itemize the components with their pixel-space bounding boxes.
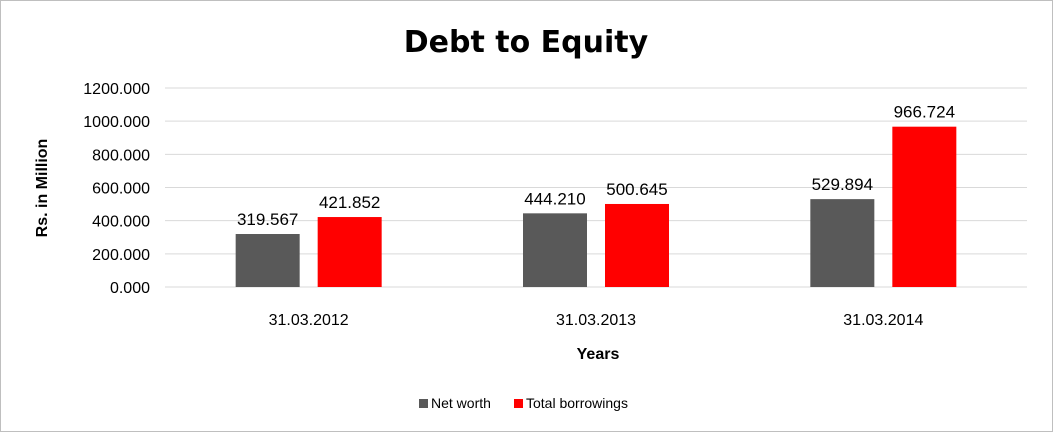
data-label: 421.852	[319, 193, 380, 212]
y-axis-title: Rs. in Million	[34, 139, 51, 238]
bar	[892, 126, 957, 287]
x-category-label: 31.03.2012	[269, 312, 349, 329]
legend-swatch	[514, 399, 523, 408]
chart-title: Debt to Equity	[404, 25, 649, 60]
data-label: 500.645	[606, 180, 667, 199]
y-tick-label: 400.000	[92, 214, 150, 231]
legend: Net worth Total borrowings	[419, 395, 628, 411]
y-axis-ticks: 0.000 200.000 400.000 600.000 800.000 1000.00…	[83, 81, 150, 297]
x-category-label: 31.03.2014	[843, 312, 923, 329]
gridlines	[165, 87, 1027, 255]
bars: 319.567 421.852 444.210 500.645 529.894 966.7…	[235, 103, 957, 287]
bar	[810, 199, 875, 287]
x-axis-title: Years	[577, 346, 620, 363]
y-tick-label: 0.000	[110, 280, 150, 297]
legend-swatch	[419, 399, 428, 408]
bar	[235, 234, 300, 287]
x-axis-categories: 31.03.2012 31.03.2013 31.03.2014	[269, 312, 924, 329]
bar	[523, 213, 587, 287]
legend-label: Total borrowings	[526, 395, 628, 411]
y-tick-label: 600.000	[92, 181, 150, 198]
x-category-label: 31.03.2013	[556, 312, 636, 329]
data-label: 529.894	[812, 175, 873, 194]
bar	[317, 217, 382, 287]
y-tick-label: 1200.000	[83, 81, 150, 98]
y-tick-label: 800.000	[92, 147, 150, 164]
legend-label: Net worth	[431, 395, 491, 411]
data-label: 966.724	[894, 103, 955, 122]
bar	[605, 203, 669, 287]
data-label: 444.210	[524, 189, 585, 208]
y-tick-label: 200.000	[92, 247, 150, 264]
y-tick-label: 1000.000	[83, 114, 150, 131]
data-label: 319.567	[237, 210, 298, 229]
